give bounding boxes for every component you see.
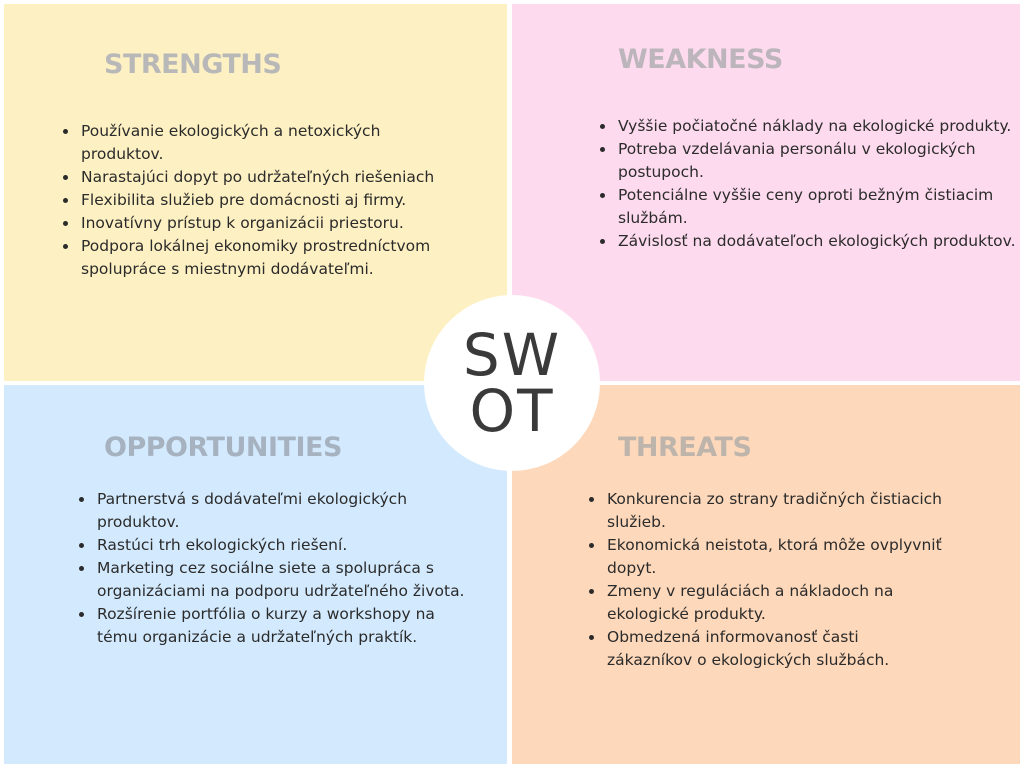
strengths-item: Flexibilita služieb pre domácnosti aj fi… bbox=[79, 189, 449, 212]
swot-center-circle: SW OT bbox=[424, 295, 600, 471]
threats-title: THREATS bbox=[618, 432, 752, 463]
strengths-item: Používanie ekologických a netoxických pr… bbox=[79, 120, 449, 166]
threats-item: Konkurencia zo strany tradičných čistiac… bbox=[605, 488, 945, 534]
strengths-quadrant: STRENGTHS Používanie ekologických a neto… bbox=[4, 4, 507, 381]
threats-item: Obmedzená informovanosť časti zákazníkov… bbox=[605, 626, 945, 672]
weakness-item: Závislosť na dodávateľoch ekologických p… bbox=[616, 230, 1016, 253]
opportunities-item: Rastúci trh ekologických riešení. bbox=[95, 534, 475, 557]
swot-center-line-1: SW bbox=[462, 321, 562, 389]
strengths-item: Narastajúci dopyt po udržateľných riešen… bbox=[79, 166, 449, 189]
opportunities-quadrant: OPPORTUNITIES Partnerstvá s dodávateľmi … bbox=[4, 385, 507, 764]
opportunities-list: Partnerstvá s dodávateľmi ekologických p… bbox=[75, 488, 475, 649]
threats-item: Ekonomická neistota, ktorá môže ovplyvni… bbox=[605, 534, 945, 580]
opportunities-item: Rozšírenie portfólia o kurzy a workshopy… bbox=[95, 603, 475, 649]
weakness-title: WEAKNESS bbox=[618, 44, 783, 75]
swot-center-line-2: OT bbox=[469, 377, 555, 445]
strengths-item: Podpora lokálnej ekonomiky prostredníctv… bbox=[79, 235, 449, 281]
opportunities-item: Partnerstvá s dodávateľmi ekologických p… bbox=[95, 488, 475, 534]
strengths-item: Inovatívny prístup k organizácii priesto… bbox=[79, 212, 449, 235]
weakness-item: Vyššie počiatočné náklady na ekologické … bbox=[616, 115, 1016, 138]
strengths-title: STRENGTHS bbox=[104, 49, 282, 80]
threats-item: Zmeny v reguláciách a nákladoch na ekolo… bbox=[605, 580, 945, 626]
opportunities-title: OPPORTUNITIES bbox=[104, 432, 342, 463]
opportunities-item: Marketing cez sociálne siete a spoluprác… bbox=[95, 557, 475, 603]
threats-list: Konkurencia zo strany tradičných čistiac… bbox=[585, 488, 945, 672]
weakness-list: Vyššie počiatočné náklady na ekologické … bbox=[596, 115, 1016, 253]
weakness-quadrant: WEAKNESS Vyššie počiatočné náklady na ek… bbox=[512, 4, 1020, 381]
weakness-item: Potenciálne vyššie ceny oproti bežným či… bbox=[616, 184, 1016, 230]
weakness-item: Potreba vzdelávania personálu v ekologic… bbox=[616, 138, 1016, 184]
strengths-list: Používanie ekologických a netoxických pr… bbox=[59, 120, 449, 281]
threats-quadrant: THREATS Konkurencia zo strany tradičných… bbox=[512, 385, 1020, 764]
